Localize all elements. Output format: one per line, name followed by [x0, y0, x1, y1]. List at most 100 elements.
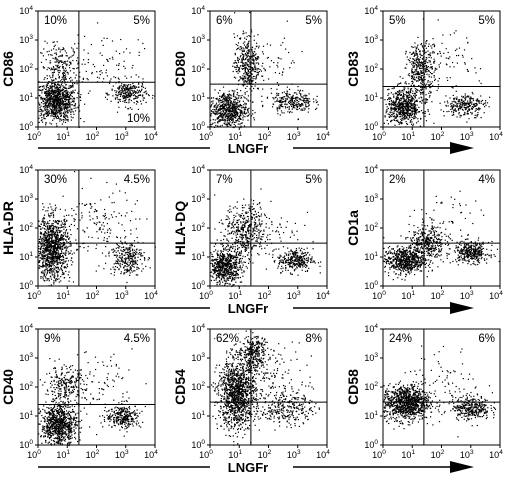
event-dot: [53, 41, 55, 43]
event-dot: [281, 97, 283, 99]
event-dot: [252, 54, 254, 56]
event-dot: [257, 72, 259, 74]
event-dot: [400, 97, 402, 99]
event-dot: [49, 240, 51, 242]
event-dot: [74, 98, 76, 100]
event-dot: [44, 224, 46, 226]
event-dot: [55, 259, 57, 262]
event-dot: [84, 103, 86, 105]
event-dot: [237, 59, 239, 61]
event-dot: [249, 83, 251, 85]
event-dot: [234, 121, 236, 123]
event-dot: [458, 103, 460, 105]
event-dot: [468, 105, 470, 108]
event-dot: [454, 49, 457, 52]
event-dot: [419, 73, 421, 75]
event-dot: [43, 245, 46, 247]
event-dot: [287, 111, 289, 113]
event-dot: [57, 61, 59, 63]
event-dot: [44, 92, 46, 94]
event-dot: [245, 32, 247, 34]
event-dot: [58, 47, 60, 49]
event-dot: [52, 210, 54, 212]
event-dot: [396, 85, 399, 87]
event-dot: [63, 75, 66, 77]
event-dot: [251, 101, 254, 103]
event-dot: [63, 272, 65, 274]
event-dot: [56, 259, 58, 261]
event-dot: [286, 95, 288, 97]
event-dot: [437, 19, 439, 21]
event-dot: [46, 245, 48, 247]
event-dot: [70, 86, 72, 88]
event-dot: [215, 114, 217, 116]
event-dot: [53, 82, 55, 85]
event-dot: [126, 95, 128, 97]
event-dot: [44, 240, 46, 242]
event-dot: [247, 69, 249, 72]
event-dot: [96, 71, 98, 73]
event-dot: [128, 91, 130, 93]
event-dot: [410, 89, 412, 91]
event-dot: [479, 68, 482, 70]
event-dot: [417, 89, 419, 92]
event-dot: [243, 54, 245, 56]
event-dot: [46, 75, 48, 77]
y-tick-label: 101: [191, 92, 205, 103]
event-dot: [106, 37, 108, 39]
event-dot: [64, 94, 66, 96]
event-dot: [248, 107, 250, 109]
event-dot: [284, 96, 286, 98]
event-dot: [430, 57, 432, 59]
event-dot: [257, 88, 259, 90]
event-dot: [51, 88, 53, 90]
event-dot: [215, 111, 217, 113]
event-dot: [454, 108, 456, 111]
event-dot: [214, 89, 216, 91]
event-dot: [52, 223, 54, 225]
event-dot: [247, 74, 249, 77]
event-dot: [405, 117, 407, 119]
event-dot: [411, 83, 414, 85]
event-dot: [394, 116, 396, 118]
event-dot: [417, 73, 419, 75]
event-dot: [56, 272, 59, 274]
event-dot: [46, 113, 48, 115]
event-dot: [252, 109, 254, 112]
event-dot: [62, 66, 64, 68]
event-dot: [55, 96, 57, 98]
event-dot: [254, 65, 256, 68]
event-dot: [63, 94, 65, 96]
event-dot: [50, 251, 52, 253]
event-dot: [74, 110, 77, 112]
event-dot: [215, 124, 217, 127]
event-dot: [255, 76, 257, 78]
event-dot: [471, 98, 473, 100]
event-dot: [46, 100, 49, 102]
event-dot: [66, 90, 68, 92]
event-dot: [240, 96, 243, 98]
event-dot: [64, 62, 66, 64]
event-dot: [55, 233, 57, 236]
event-dot: [467, 41, 469, 43]
event-dot: [65, 96, 67, 98]
event-dot: [46, 246, 48, 249]
event-dot: [47, 87, 50, 89]
event-dot: [227, 108, 229, 110]
event-dot: [128, 108, 130, 110]
event-dot: [53, 90, 55, 92]
event-dot: [461, 101, 463, 103]
event-dot: [248, 51, 250, 53]
event-dot: [54, 58, 56, 60]
event-dot: [215, 106, 217, 108]
event-dot: [52, 85, 54, 87]
event-dot: [456, 48, 458, 50]
event-dot: [413, 118, 415, 120]
event-dot: [57, 100, 59, 102]
event-dot: [406, 103, 408, 105]
event-dot: [411, 71, 413, 73]
event-dot: [406, 105, 409, 107]
event-dot: [68, 238, 70, 240]
event-dot: [307, 98, 309, 100]
event-dot: [247, 111, 249, 113]
